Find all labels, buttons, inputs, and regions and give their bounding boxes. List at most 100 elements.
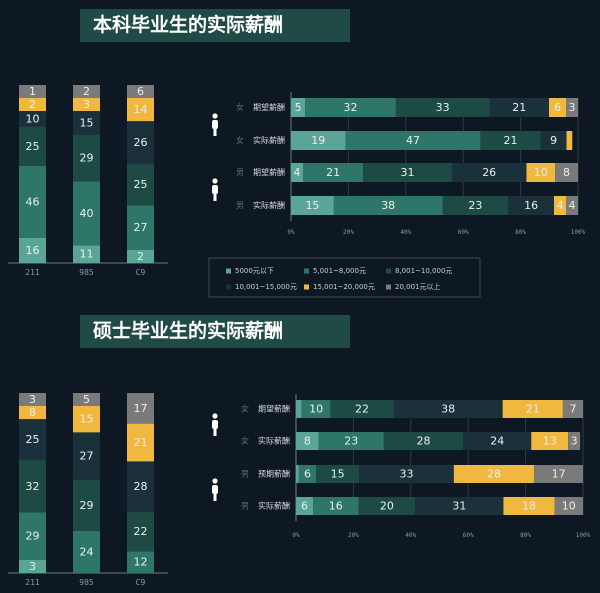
bar-value-label: 10 [26, 112, 40, 125]
bar-segment [73, 98, 100, 111]
bar-segment [291, 98, 306, 117]
bar-segment [318, 432, 384, 450]
bar-value-label: 46 [26, 195, 40, 208]
bar-value-label: 21 [134, 436, 148, 449]
female-icon-body [212, 420, 218, 429]
bar-segment [301, 400, 331, 418]
bar-segment [503, 497, 555, 515]
bar-value-label: 28 [134, 480, 148, 493]
bar-value-label: 16 [329, 500, 343, 513]
row-label: 实际薪酬 [253, 200, 285, 210]
bar-value-label: 31 [401, 166, 415, 179]
bar-value-label: 33 [436, 101, 450, 114]
bar-segment [555, 163, 578, 182]
legend-swatch [386, 268, 391, 274]
row-label: 实际薪酬 [258, 501, 290, 511]
bar-segment [453, 465, 535, 483]
bar-segment [19, 237, 46, 263]
bar-value-label: 38 [441, 403, 455, 416]
bar-value-label: 31 [452, 500, 466, 513]
x-tick-label: 40% [400, 229, 411, 236]
bar-segment [305, 98, 396, 117]
bar-segment [358, 497, 416, 515]
bar-segment [19, 560, 46, 573]
bar-value-label: 5 [83, 393, 90, 406]
legend-label: 5000元以下 [235, 267, 274, 275]
bar-value-label: 10 [309, 403, 323, 416]
gender-label: 男 [236, 168, 244, 177]
bar-value-label: 12 [134, 556, 148, 569]
x-tick-label: 40% [405, 532, 416, 539]
male-icon [212, 478, 218, 484]
bar-value-label: 29 [26, 530, 40, 543]
bar-value-label: 15 [80, 117, 94, 130]
legend-box [208, 257, 481, 298]
bar-segment [568, 432, 581, 450]
bar-segment [566, 131, 573, 150]
row-label: 实际薪酬 [258, 436, 290, 446]
bar-value-label: 11 [80, 248, 94, 261]
bar-value-label: 10 [562, 500, 576, 513]
bar-value-label: 1 [29, 85, 36, 98]
bar-value-label: 22 [355, 403, 369, 416]
category-label: 985 [79, 578, 94, 587]
bar-value-label: 21 [512, 101, 526, 114]
legend-swatch [226, 284, 231, 290]
bar-segment [359, 465, 454, 483]
bar-segment [19, 165, 46, 238]
bar-segment [127, 423, 154, 462]
bar-value-label: 29 [80, 152, 94, 165]
bar-value-label: 26 [134, 136, 148, 149]
bar-value-label: 15 [305, 199, 319, 212]
bar-segment [395, 98, 490, 117]
bar-value-label: 28 [417, 435, 431, 448]
bar-segment [566, 98, 578, 117]
bar-segment [296, 497, 314, 515]
bar-segment [345, 131, 481, 150]
bar-segment [296, 400, 302, 418]
bar-segment [127, 121, 154, 165]
x-tick-label: 100% [571, 229, 586, 236]
bar-value-label: 15 [80, 413, 94, 426]
x-tick-label: 0% [292, 532, 300, 539]
row-label: 实际薪酬 [253, 135, 285, 145]
bar-segment [303, 163, 364, 182]
bar-value-label: 24 [80, 545, 94, 558]
bar-segment [330, 400, 394, 418]
bar-segment [291, 196, 334, 215]
bar-value-label: 38 [381, 199, 395, 212]
row-label: 期望薪酬 [253, 167, 285, 177]
bar-value-label: 16 [524, 199, 538, 212]
bar-value-label: 40 [80, 207, 94, 220]
legend-label: 8,001~10,000元 [395, 267, 452, 275]
bar-value-label: 7 [569, 403, 576, 416]
bar-segment [534, 465, 583, 483]
bar-segment [19, 126, 46, 166]
bar-value-label: 14 [134, 103, 148, 116]
bar-value-label: 25 [26, 433, 40, 446]
bar-segment [531, 432, 569, 450]
bar-value-label: 16 [26, 244, 40, 257]
bar-segment [548, 98, 566, 117]
bar-value-label: 27 [80, 450, 94, 463]
bar-segment [480, 131, 541, 150]
bar-segment [19, 98, 46, 111]
bar-value-label: 33 [399, 468, 413, 481]
bar-value-label: 6 [554, 101, 561, 114]
male-icon-body [212, 485, 218, 494]
bar-segment [73, 85, 100, 98]
bar-segment [393, 400, 503, 418]
bar-segment [127, 551, 154, 573]
bar-value-label: 17 [134, 402, 148, 415]
legend-label: 20,001元以上 [395, 282, 441, 291]
bar-segment [313, 497, 359, 515]
bar-value-label: 32 [344, 101, 358, 114]
bar-segment [19, 419, 46, 461]
bar-segment [127, 205, 154, 250]
bar-segment [291, 131, 346, 150]
bar-value-label: 20 [380, 500, 394, 513]
bar-value-label: 3 [569, 101, 576, 114]
bar-segment [508, 196, 554, 215]
bar-segment [333, 196, 443, 215]
